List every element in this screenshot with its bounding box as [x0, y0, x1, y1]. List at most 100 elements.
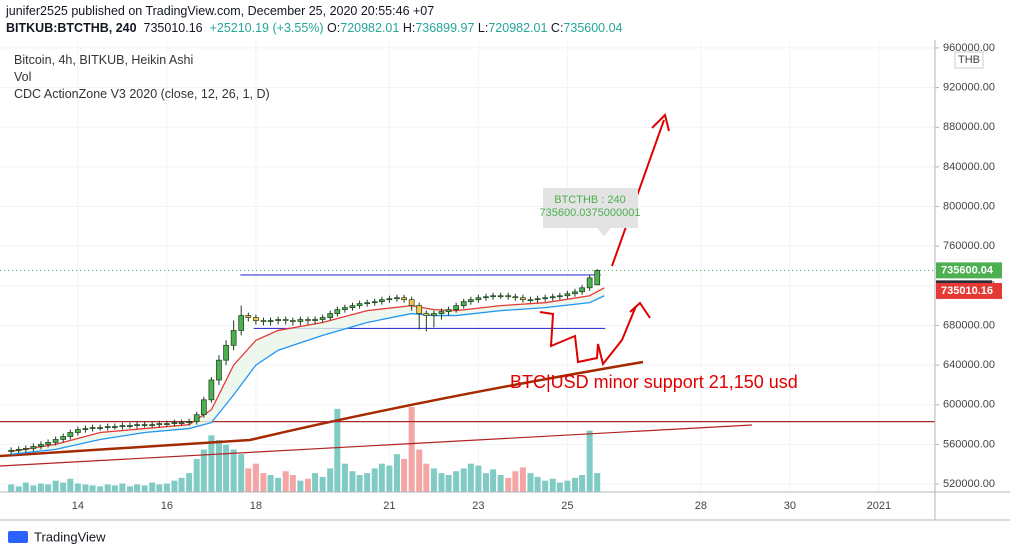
zone-fill [11, 287, 605, 455]
volume-bar [8, 484, 15, 492]
candle-body [305, 319, 311, 321]
candle-body [238, 315, 245, 331]
candle-body [82, 428, 89, 430]
volume-bar [586, 430, 593, 492]
candle-body [216, 359, 222, 381]
volume-bar [467, 463, 474, 492]
symbol: BITKUB:BTCTHB, 240 [6, 21, 137, 35]
ohlc-label: C: [550, 21, 564, 35]
candle-body [164, 423, 170, 425]
candle-body [134, 424, 140, 426]
indicator-layer [11, 287, 605, 455]
candle-body [572, 291, 578, 295]
candle-body [438, 311, 445, 314]
volume-bar [149, 482, 156, 492]
candle-body [520, 297, 526, 301]
volume-bar [45, 484, 52, 492]
candle-body [483, 296, 489, 299]
x-tick-label: 28 [695, 500, 707, 512]
candle-body [342, 307, 348, 310]
publisher: junifer2525 published on TradingView.com… [6, 4, 435, 18]
candle-body [371, 301, 378, 304]
candle-body [127, 425, 133, 427]
volume-bar [208, 435, 215, 492]
volume-bar [482, 473, 489, 492]
volume-bar [223, 444, 230, 492]
volume-bar [349, 471, 356, 492]
y-tick-label: 840000.00 [943, 161, 995, 173]
candle-body [60, 436, 67, 440]
last-label: 735010.16 [941, 285, 993, 297]
candle-body [490, 295, 496, 298]
volume-bar [505, 477, 512, 492]
candle-body [89, 427, 96, 429]
candle-body [327, 313, 334, 318]
y-tick-label: 760000.00 [943, 240, 995, 252]
candle-body [111, 426, 118, 428]
arrow [539, 305, 637, 367]
candle-body [453, 305, 460, 310]
y-tick-label: 880000.00 [943, 121, 995, 133]
candle-body [505, 295, 512, 298]
volume-bar [22, 482, 29, 492]
legend-item: Bitcoin, 4h, BITKUB, Heikin Ashi [14, 53, 194, 67]
tooltip [543, 188, 638, 228]
volume-bar [156, 484, 163, 492]
volume-bar [401, 458, 408, 492]
y-tick-label: 600000.00 [943, 399, 995, 411]
arrow-head [629, 301, 651, 319]
volume-bar [364, 473, 371, 492]
volume-bar [74, 483, 81, 492]
candle-body [534, 298, 541, 301]
candle-body [15, 449, 22, 451]
volume-bar [104, 484, 111, 492]
volume-bar [52, 480, 59, 492]
candle-body [38, 444, 44, 447]
volume-bar [82, 484, 89, 492]
candle-body [297, 319, 304, 322]
candle-body [512, 296, 519, 299]
volume-bar [371, 468, 378, 492]
candle-body [45, 442, 51, 445]
candle-body [193, 414, 200, 422]
volume-bar [423, 463, 430, 492]
candles [8, 269, 601, 455]
volume-bar [319, 476, 326, 492]
candle-body [408, 299, 415, 306]
candle-body [527, 299, 534, 302]
volume-bar [378, 463, 385, 492]
candle-body [282, 319, 289, 321]
candle-body [149, 424, 156, 426]
ohlc-value: 720982.01 [340, 21, 400, 35]
volume-bar [297, 480, 304, 492]
candle-body [208, 379, 215, 401]
candle-body [549, 296, 556, 299]
ohlc-value: 720982.01 [488, 21, 548, 35]
volume-bar [438, 473, 445, 492]
volume-bar [341, 463, 348, 492]
ohlc-label: L: [477, 21, 489, 35]
volume-bar [327, 468, 334, 492]
volume-bar [556, 482, 563, 492]
candle-body [319, 317, 326, 320]
volume-bar [393, 454, 400, 492]
y-tick-label: 560000.00 [943, 438, 995, 450]
volume-bar [453, 471, 460, 492]
candle-body [564, 293, 571, 297]
volume-bar [512, 471, 519, 492]
volume-bar [475, 465, 482, 492]
volume-bar [238, 454, 245, 492]
candle-body [141, 424, 148, 426]
arrow-head [651, 113, 670, 132]
tooltip-pointer [597, 228, 611, 236]
grid [0, 40, 935, 492]
volume-bar [267, 475, 274, 492]
volume-bar [245, 468, 252, 492]
y-tick-label: 680000.00 [943, 319, 995, 331]
volume-bar [171, 480, 178, 492]
volume-bar [416, 449, 423, 492]
x-tick-label: 25 [561, 500, 573, 512]
candle-body [97, 427, 103, 429]
